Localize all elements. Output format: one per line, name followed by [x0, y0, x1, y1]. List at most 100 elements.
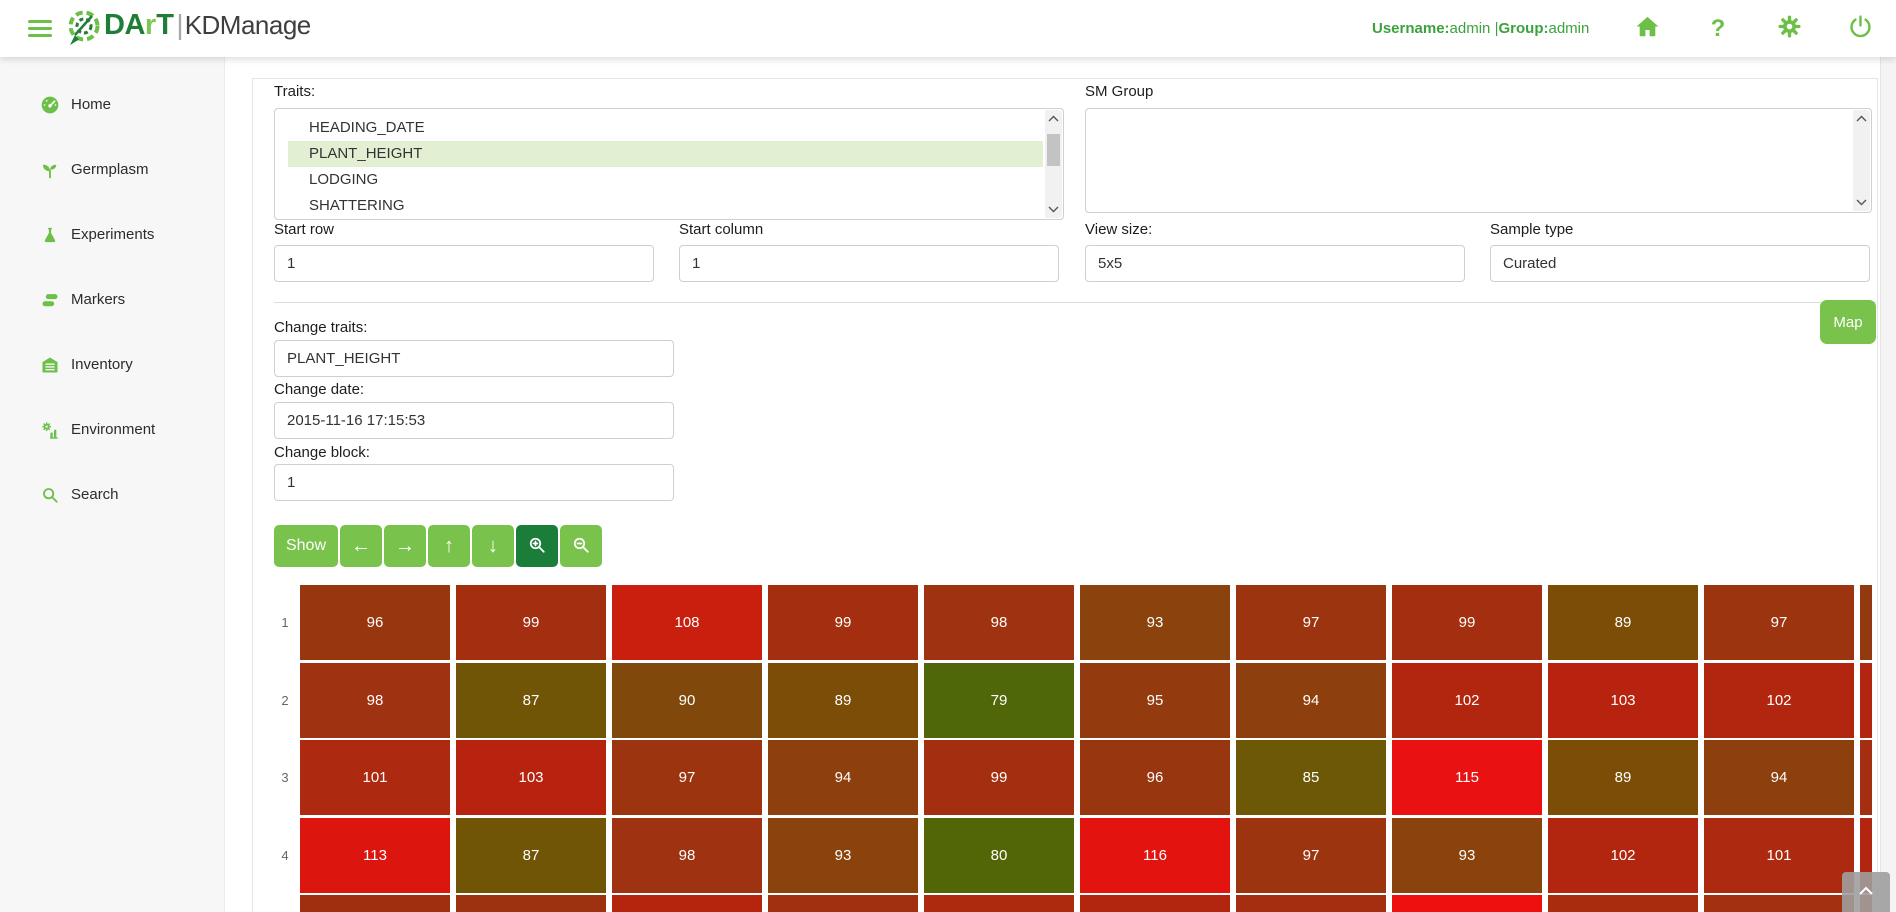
- heatmap-cell[interactable]: [1860, 662, 1872, 738]
- traits-option-shattering[interactable]: SHATTERING: [309, 197, 405, 214]
- start-row-input[interactable]: [274, 245, 654, 282]
- hamburger-menu-icon[interactable]: [28, 20, 52, 37]
- heatmap-cell[interactable]: 113: [300, 817, 450, 893]
- zoom-in-button[interactable]: [516, 525, 558, 567]
- heatmap-cell[interactable]: 103: [1548, 662, 1698, 738]
- sidebar-item-home[interactable]: Home: [0, 72, 224, 137]
- heatmap-cell[interactable]: 96: [1080, 740, 1230, 815]
- heatmap-cell[interactable]: [300, 895, 450, 912]
- heatmap-cell[interactable]: [1080, 895, 1230, 912]
- sidebar-item-experiments[interactable]: Experiments: [0, 202, 224, 267]
- heatmap-cell[interactable]: [1236, 895, 1386, 912]
- heatmap-cell[interactable]: [1704, 895, 1854, 912]
- sidebar-item-markers[interactable]: Markers: [0, 267, 224, 332]
- brand-separator: |: [176, 9, 184, 40]
- heatmap-cell[interactable]: 99: [1392, 585, 1542, 660]
- sidebar-item-germplasm[interactable]: Germplasm: [0, 137, 224, 202]
- heatmap-cell[interactable]: 108: [612, 585, 762, 660]
- heatmap-cell[interactable]: [612, 895, 762, 912]
- heatmap-cell[interactable]: 93: [768, 817, 918, 893]
- arrow-right-button[interactable]: →: [384, 525, 426, 567]
- heatmap-cell[interactable]: 85: [1236, 740, 1386, 815]
- heatmap-cell[interactable]: 90: [612, 662, 762, 738]
- heatmap-cell[interactable]: 98: [300, 662, 450, 738]
- heatmap-cell[interactable]: [1860, 740, 1872, 815]
- arrow-up-button[interactable]: ↑: [428, 525, 470, 567]
- heatmap-cell[interactable]: 97: [612, 740, 762, 815]
- heatmap-cell[interactable]: 102: [1548, 817, 1698, 893]
- map-button[interactable]: Map: [1820, 300, 1876, 344]
- scroll-up-icon[interactable]: [1045, 110, 1062, 127]
- heatmap-cell[interactable]: 87: [456, 817, 606, 893]
- traits-option-heading_date[interactable]: HEADING_DATE: [309, 119, 425, 136]
- sidebar-item-environment[interactable]: Environment: [0, 397, 224, 462]
- sidebar-item-inventory[interactable]: Inventory: [0, 332, 224, 397]
- traits-scrollbar-thumb[interactable]: [1047, 134, 1060, 166]
- scroll-down-icon[interactable]: [1853, 194, 1870, 211]
- heatmap-cell[interactable]: 89: [1548, 740, 1698, 815]
- heatmap-cell[interactable]: 116: [1080, 817, 1230, 893]
- heatmap-cell[interactable]: [1548, 895, 1698, 912]
- heatmap-cell[interactable]: 102: [1704, 662, 1854, 738]
- arrow-left-button[interactable]: ←: [340, 525, 382, 567]
- settings-button[interactable]: [1774, 14, 1804, 44]
- arrow-down-button[interactable]: ↓: [472, 525, 514, 567]
- heatmap-cell[interactable]: 101: [300, 740, 450, 815]
- heatmap-cell[interactable]: 96: [300, 585, 450, 660]
- heatmap-cell[interactable]: 94: [1236, 662, 1386, 738]
- page-scrollbar[interactable]: [1880, 57, 1896, 912]
- heatmap-cell[interactable]: 97: [1236, 817, 1386, 893]
- traits-listbox[interactable]: HEADING_DATE PLANT_HEIGHT LODGING SHATTERIN…: [274, 108, 1064, 220]
- heatmap-cell[interactable]: 79: [924, 662, 1074, 738]
- heatmap-cell[interactable]: 89: [768, 662, 918, 738]
- sm-group-scrollbar[interactable]: [1853, 110, 1870, 211]
- heatmap-cell[interactable]: 99: [456, 585, 606, 660]
- traits-scrollbar[interactable]: [1045, 110, 1062, 218]
- show-button[interactable]: Show: [274, 525, 338, 567]
- heatmap-cell[interactable]: 95: [1080, 662, 1230, 738]
- heatmap-cell[interactable]: 97: [1704, 585, 1854, 660]
- start-column-label: Start column: [679, 221, 764, 238]
- environment-icon: [38, 420, 62, 440]
- heatmap-cell[interactable]: 98: [924, 585, 1074, 660]
- heatmap-cell[interactable]: 97: [1236, 585, 1386, 660]
- heatmap-cell[interactable]: 102: [1392, 662, 1542, 738]
- heatmap-cell[interactable]: 94: [1704, 740, 1854, 815]
- heatmap-cell[interactable]: [1392, 895, 1542, 912]
- traits-option-plant_height[interactable]: PLANT_HEIGHT: [288, 141, 1043, 167]
- start-column-input[interactable]: [679, 245, 1059, 282]
- scroll-to-top-button[interactable]: [1842, 872, 1890, 912]
- heatmap-cell[interactable]: 89: [1548, 585, 1698, 660]
- sm-group-listbox[interactable]: [1085, 108, 1872, 213]
- sample-type-input[interactable]: [1490, 245, 1870, 282]
- scroll-up-icon[interactable]: [1853, 110, 1870, 127]
- heatmap-cell[interactable]: 93: [1080, 585, 1230, 660]
- heatmap-cell[interactable]: [456, 895, 606, 912]
- view-size-input[interactable]: [1085, 245, 1465, 282]
- heatmap-cell[interactable]: 101: [1704, 817, 1854, 893]
- heatmap-cell[interactable]: 99: [768, 585, 918, 660]
- brand-app-name: KDManage: [184, 10, 312, 40]
- logout-button[interactable]: [1845, 14, 1875, 44]
- heatmap-cell[interactable]: 87: [456, 662, 606, 738]
- traits-option-lodging[interactable]: LODGING: [309, 171, 379, 188]
- heatmap-cell[interactable]: 99: [924, 740, 1074, 815]
- change-block-input[interactable]: [274, 464, 674, 501]
- heatmap-cell[interactable]: [768, 895, 918, 912]
- change-traits-input[interactable]: [274, 340, 674, 377]
- heatmap-cell[interactable]: 115: [1392, 740, 1542, 815]
- heatmap-cell[interactable]: [1860, 585, 1872, 660]
- change-date-input[interactable]: [274, 402, 674, 439]
- heatmap-cell[interactable]: [924, 895, 1074, 912]
- heatmap-cell[interactable]: 103: [456, 740, 606, 815]
- dart-logo-icon: [62, 8, 102, 54]
- heatmap-cell[interactable]: 93: [1392, 817, 1542, 893]
- sidebar-item-search[interactable]: Search: [0, 462, 224, 527]
- heatmap-cell[interactable]: 98: [612, 817, 762, 893]
- home-button[interactable]: [1632, 14, 1662, 44]
- heatmap-cell[interactable]: 94: [768, 740, 918, 815]
- zoom-out-button[interactable]: [560, 525, 602, 567]
- help-button[interactable]: ?: [1703, 14, 1733, 44]
- heatmap-cell[interactable]: 80: [924, 817, 1074, 893]
- scroll-down-icon[interactable]: [1045, 201, 1062, 218]
